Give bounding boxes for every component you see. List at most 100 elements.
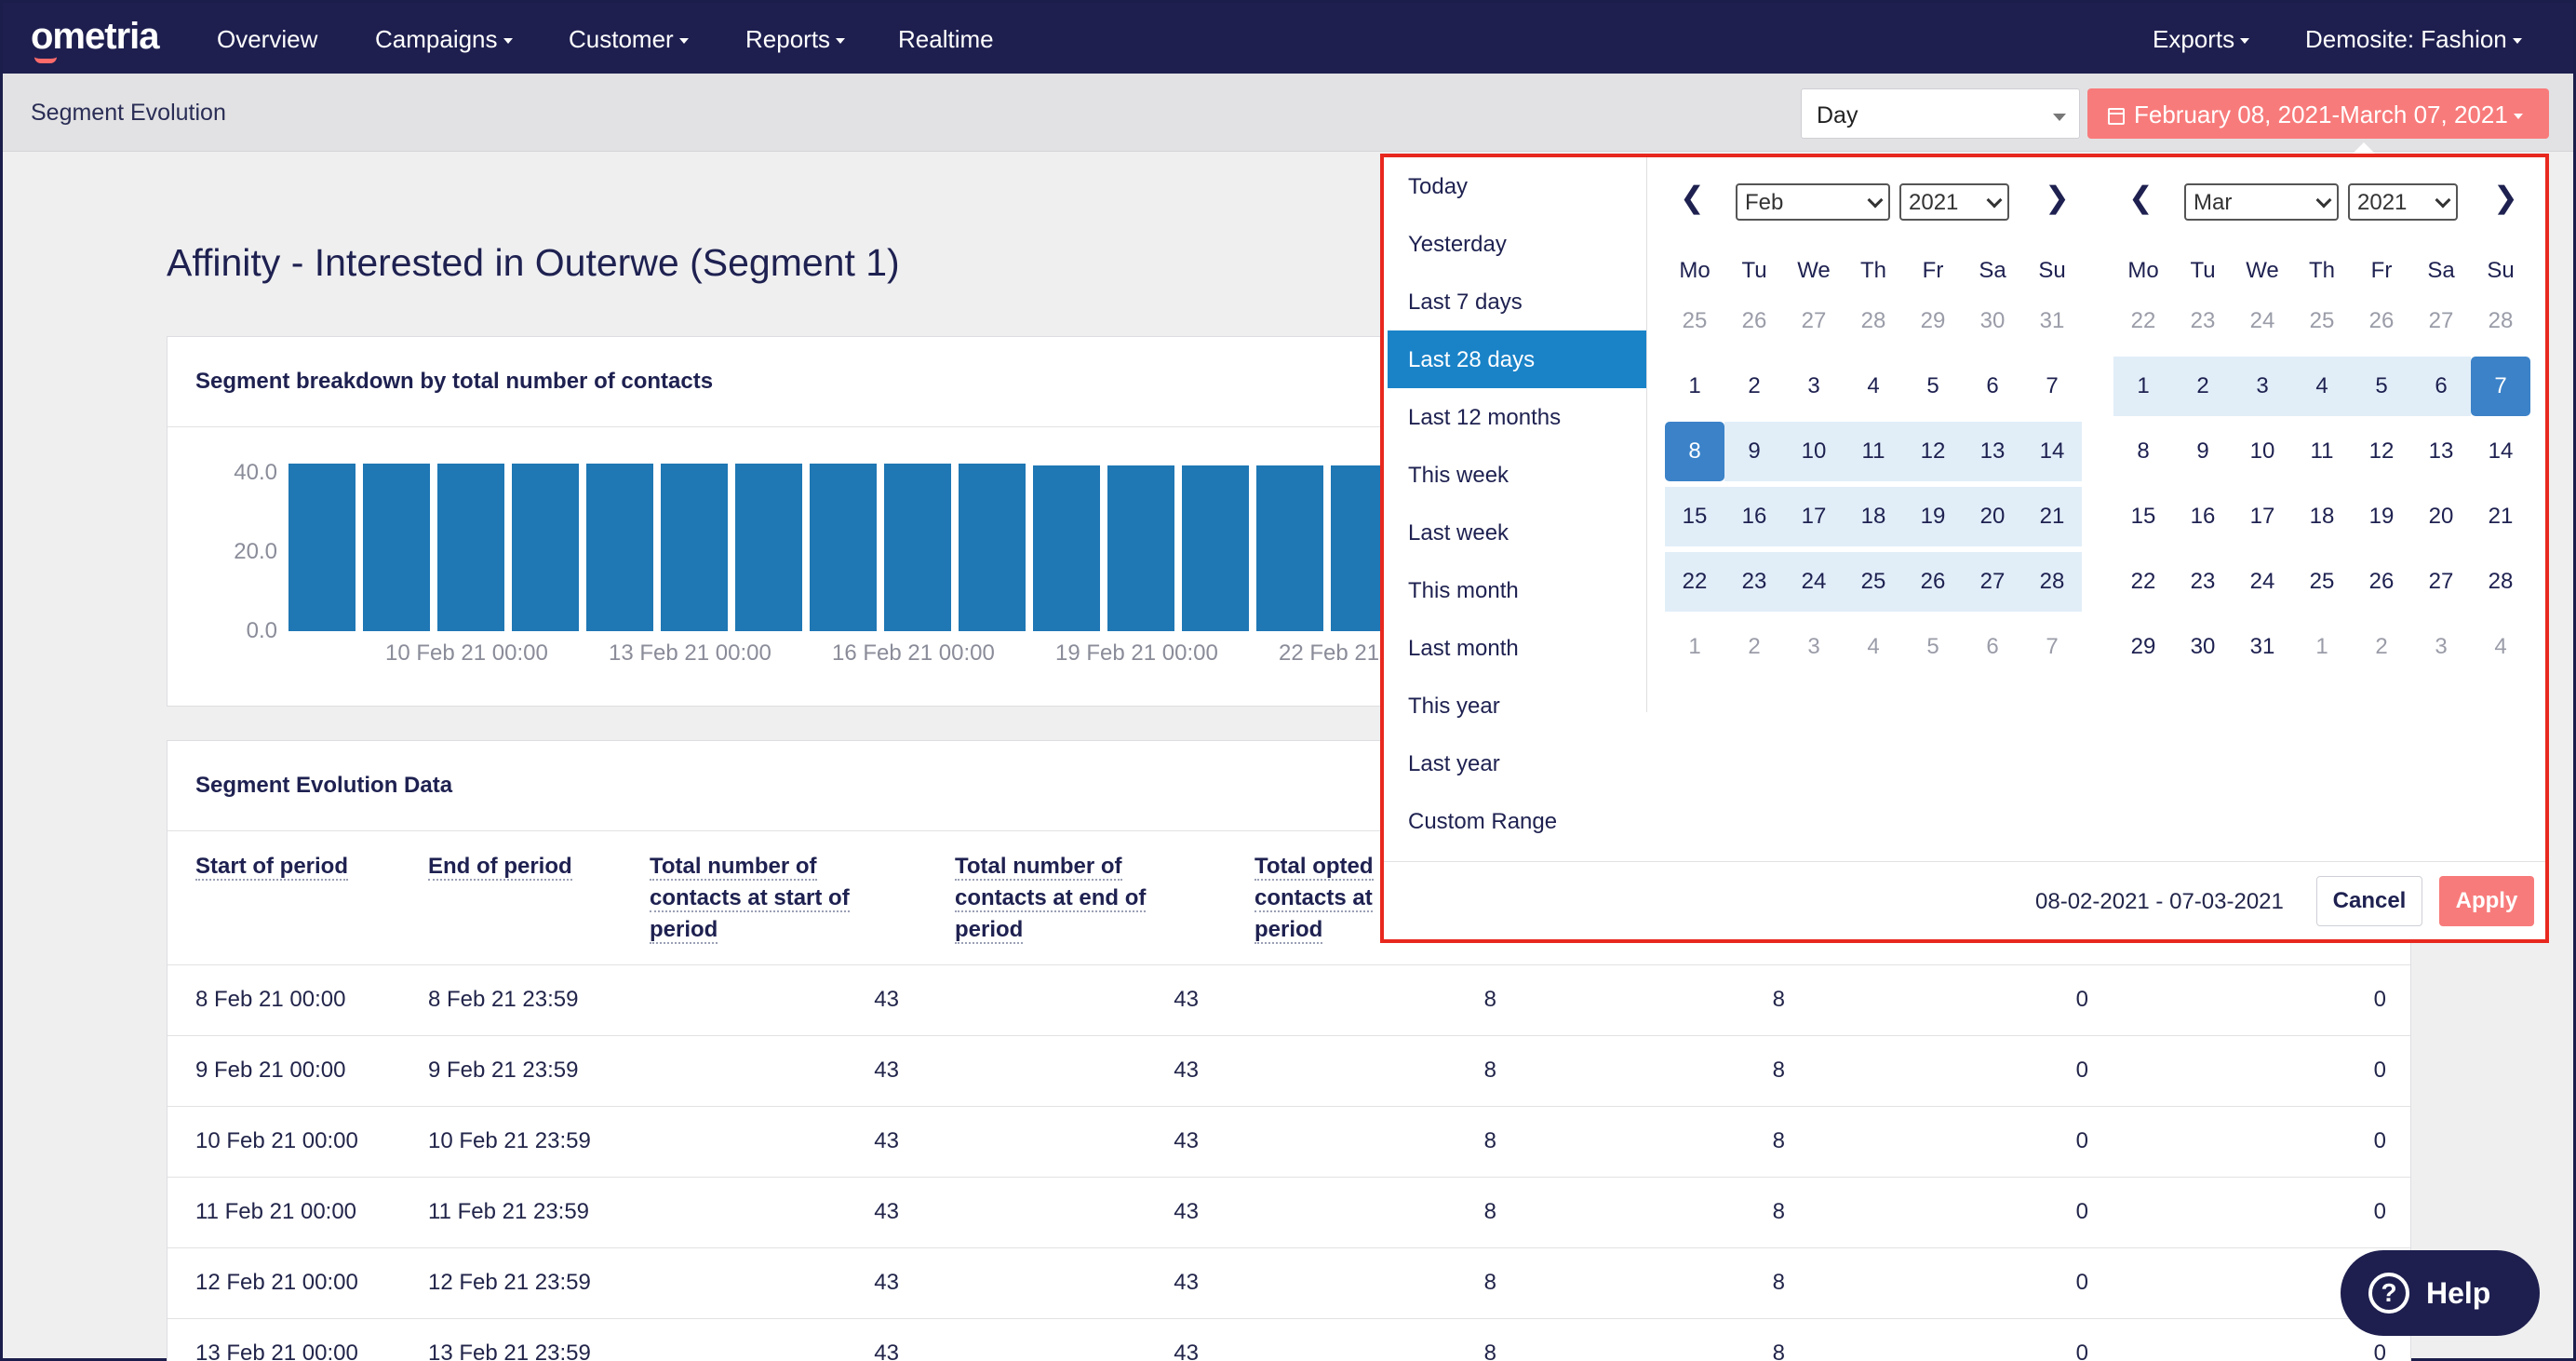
- range-this-month[interactable]: This month: [1408, 578, 1519, 603]
- bar[interactable]: [1256, 465, 1323, 631]
- calendar-day[interactable]: 31: [2039, 308, 2065, 333]
- range-last-7-days[interactable]: Last 7 days: [1408, 290, 1523, 315]
- calendar-day[interactable]: 26: [2368, 569, 2395, 594]
- calendar-day[interactable]: 26: [1741, 308, 1767, 333]
- calendar-day[interactable]: 4: [1867, 373, 1880, 398]
- help-button[interactable]: ? Help: [2341, 1250, 2540, 1336]
- calendar-day[interactable]: 9: [1724, 422, 1784, 481]
- nav-account[interactable]: Demosite: Fashion: [2305, 25, 2522, 54]
- calendar-day[interactable]: 9: [2196, 438, 2209, 464]
- chevron-right-icon[interactable]: ❯: [2493, 181, 2518, 214]
- bar[interactable]: [512, 464, 579, 631]
- calendar-day[interactable]: 7: [2471, 357, 2530, 416]
- calendar-day[interactable]: 5: [2352, 357, 2411, 416]
- calendar-day[interactable]: 11: [2310, 438, 2334, 464]
- bar[interactable]: [959, 464, 1026, 631]
- calendar-day[interactable]: 31: [2249, 634, 2275, 659]
- calendar-day[interactable]: 30: [2190, 634, 2216, 659]
- bar[interactable]: [586, 464, 653, 631]
- calendar-day[interactable]: 18: [1844, 487, 1903, 546]
- calendar-day[interactable]: 6: [2411, 357, 2471, 416]
- calendar-day[interactable]: 21: [2022, 487, 2082, 546]
- calendar-day[interactable]: 29: [1920, 308, 1946, 333]
- calendar-day[interactable]: 15: [2130, 504, 2156, 529]
- calendar-day[interactable]: 5: [1926, 634, 1939, 659]
- calendar-day[interactable]: 7: [2046, 373, 2059, 398]
- calendar-day[interactable]: 27: [1963, 552, 2022, 612]
- cancel-button[interactable]: Cancel: [2316, 876, 2422, 926]
- calendar-day[interactable]: 10: [2249, 438, 2275, 464]
- calendar-day[interactable]: 25: [2309, 569, 2335, 594]
- calendar-day[interactable]: 24: [2249, 569, 2275, 594]
- calendar-day[interactable]: 2: [1748, 634, 1761, 659]
- calendar-day[interactable]: 3: [1807, 634, 1820, 659]
- calendar-day[interactable]: 15: [1665, 487, 1724, 546]
- calendar-day[interactable]: 2: [2173, 357, 2233, 416]
- nav-campaigns[interactable]: Campaigns: [375, 25, 513, 54]
- year-select-left[interactable]: 2021: [1899, 183, 2009, 221]
- chevron-left-icon[interactable]: ❮: [2128, 181, 2153, 214]
- apply-button[interactable]: Apply: [2439, 876, 2534, 926]
- calendar-day[interactable]: 16: [2190, 504, 2216, 529]
- calendar-day[interactable]: 14: [2022, 422, 2082, 481]
- nav-customer[interactable]: Customer: [569, 25, 689, 54]
- calendar-day[interactable]: 1: [2315, 634, 2328, 659]
- calendar-day[interactable]: 13: [2428, 438, 2454, 464]
- range-today[interactable]: Today: [1408, 174, 1469, 199]
- calendar-day[interactable]: 6: [1986, 373, 1999, 398]
- calendar-day[interactable]: 1: [1688, 373, 1701, 398]
- calendar-day[interactable]: 8: [2137, 438, 2150, 464]
- calendar-day[interactable]: 10: [1784, 422, 1844, 481]
- range-yesterday[interactable]: Yesterday: [1408, 232, 1507, 257]
- calendar-day[interactable]: 28: [2488, 308, 2514, 333]
- range-last-month[interactable]: Last month: [1408, 636, 1519, 661]
- nav-realtime[interactable]: Realtime: [898, 25, 994, 53]
- range-this-year[interactable]: This year: [1408, 694, 1500, 719]
- calendar-day[interactable]: 4: [1867, 634, 1880, 659]
- calendar-day[interactable]: 24: [2249, 308, 2275, 333]
- calendar-day[interactable]: 27: [1801, 308, 1827, 333]
- month-select-right[interactable]: Mar: [2184, 183, 2339, 221]
- bar[interactable]: [810, 464, 877, 631]
- calendar-day[interactable]: 3: [1807, 373, 1820, 398]
- calendar-day[interactable]: 12: [2368, 438, 2395, 464]
- bar[interactable]: [363, 464, 430, 631]
- calendar-day[interactable]: 29: [2130, 634, 2156, 659]
- calendar-day[interactable]: 2: [2375, 634, 2388, 659]
- calendar-day[interactable]: 23: [2190, 569, 2216, 594]
- chevron-right-icon[interactable]: ❯: [2045, 181, 2070, 214]
- range-last-28-days[interactable]: Last 28 days: [1388, 330, 1646, 388]
- calendar-day[interactable]: 16: [1724, 487, 1784, 546]
- calendar-day[interactable]: 11: [1844, 422, 1903, 481]
- calendar-day[interactable]: 1: [2113, 357, 2173, 416]
- header-total-opted[interactable]: Total opted contacts at period: [1254, 854, 1374, 944]
- calendar-day[interactable]: 5: [1926, 373, 1939, 398]
- year-select-right[interactable]: 2021: [2348, 183, 2458, 221]
- bar[interactable]: [437, 464, 504, 631]
- calendar-day[interactable]: 22: [2130, 569, 2156, 594]
- calendar-day[interactable]: 12: [1903, 422, 1963, 481]
- calendar-day[interactable]: 20: [2428, 504, 2454, 529]
- header-total-end[interactable]: Total number of contacts at end of perio…: [955, 854, 1147, 944]
- calendar-day[interactable]: 7: [2046, 634, 2059, 659]
- calendar-day[interactable]: 3: [2233, 357, 2292, 416]
- date-range-button[interactable]: February 08, 2021-March 07, 2021: [2087, 88, 2549, 139]
- calendar-day[interactable]: 6: [1986, 634, 1999, 659]
- calendar-day[interactable]: 22: [1665, 552, 1724, 612]
- bar[interactable]: [884, 464, 951, 631]
- calendar-day[interactable]: 17: [2249, 504, 2275, 529]
- nav-exports[interactable]: Exports: [2153, 25, 2250, 54]
- header-start-of-period[interactable]: Start of period: [195, 854, 349, 881]
- calendar-day[interactable]: 1: [1688, 634, 1701, 659]
- header-end-of-period[interactable]: End of period: [428, 854, 572, 881]
- calendar-day[interactable]: 2: [1748, 373, 1761, 398]
- calendar-day[interactable]: 3: [2435, 634, 2448, 659]
- calendar-day[interactable]: 28: [2488, 569, 2514, 594]
- bar[interactable]: [735, 464, 802, 631]
- calendar-day[interactable]: 28: [2022, 552, 2082, 612]
- calendar-day[interactable]: 26: [1903, 552, 1963, 612]
- calendar-day[interactable]: 18: [2309, 504, 2335, 529]
- calendar-day[interactable]: 25: [1844, 552, 1903, 612]
- calendar-day[interactable]: 27: [2428, 308, 2454, 333]
- calendar-day[interactable]: 21: [2488, 504, 2514, 529]
